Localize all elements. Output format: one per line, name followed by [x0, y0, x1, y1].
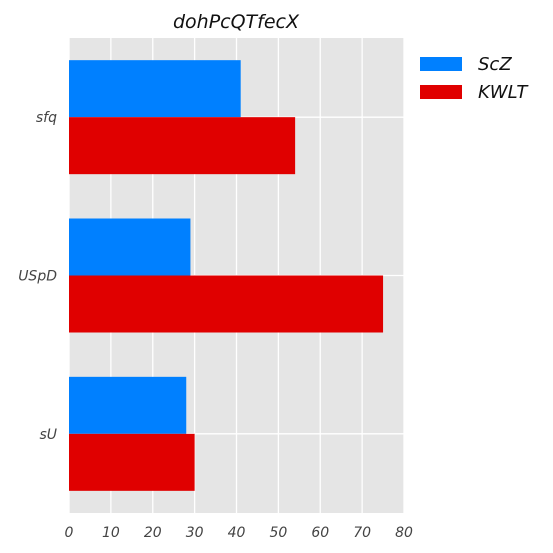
legend-label-ScZ: ScZ — [478, 54, 512, 75]
bar-ScZ-USpD — [69, 218, 191, 276]
y-tick-labels: sfq USpD sU — [18, 110, 57, 443]
y-tick-label: sU — [39, 427, 57, 443]
x-tick-label: 70 — [353, 525, 371, 541]
bar-ScZ-sU — [69, 376, 187, 434]
legend: ScZ KWLT — [420, 54, 529, 103]
x-tick-label: 40 — [228, 525, 246, 541]
bar-KWLT-USpD — [69, 275, 384, 333]
legend-swatch-ScZ — [420, 57, 462, 71]
bar-KWLT-sfq — [69, 117, 296, 175]
y-tick-label: sfq — [36, 110, 57, 126]
chart-title: dohPcQTfecX — [173, 11, 300, 33]
x-tick-label: 30 — [186, 525, 204, 541]
x-tick-label: 20 — [144, 525, 162, 541]
x-tick-label: 0 — [65, 525, 74, 541]
x-tick-label: 10 — [102, 525, 120, 541]
x-tick-label: 50 — [269, 525, 287, 541]
y-tick-label: USpD — [18, 269, 57, 285]
bars — [69, 60, 384, 491]
x-tick-labels: 0 10 20 30 40 50 60 70 80 — [65, 525, 413, 541]
bar-KWLT-sU — [69, 433, 195, 491]
bar-ScZ-sfq — [69, 60, 241, 118]
legend-swatch-KWLT — [420, 85, 462, 99]
x-tick-label: 60 — [311, 525, 329, 541]
legend-label-KWLT: KWLT — [478, 82, 529, 103]
x-tick-label: 80 — [395, 525, 413, 541]
